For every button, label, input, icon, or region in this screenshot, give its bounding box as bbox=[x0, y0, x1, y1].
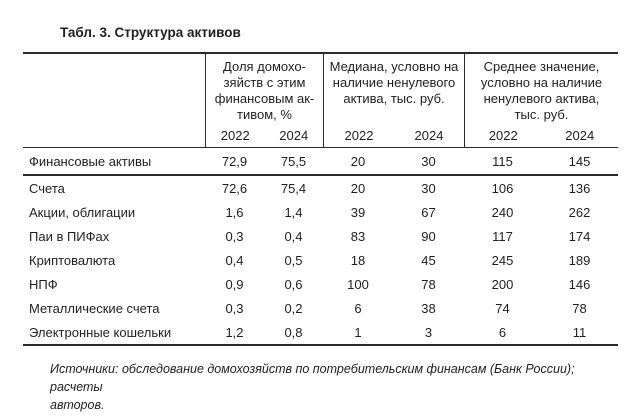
column-group-title: Доля домохо- зяйств с этим финансовым ак… bbox=[214, 59, 315, 122]
column-group-title: Среднее значение, условно на наличие нен… bbox=[480, 59, 603, 122]
cell-value: 145 bbox=[568, 153, 591, 169]
cell-value: 174 bbox=[568, 228, 591, 244]
cell-value: 0,9 bbox=[225, 276, 244, 292]
cell-value: 0,4 bbox=[225, 252, 244, 268]
table-row-stocks-bonds: Акции, облигации 1,6 1,4 39 67 240 262 bbox=[23, 200, 618, 224]
cell-value: 115 bbox=[492, 153, 513, 169]
cell-value: 75,5 bbox=[280, 153, 307, 169]
column-group-mean: Среднее значение, условно на наличие нен… bbox=[464, 54, 618, 147]
cell-value: 78 bbox=[572, 300, 587, 316]
table-row-npf: НПФ 0,9 0,6 100 78 200 146 bbox=[23, 272, 618, 296]
table-row-financial-assets: Финансовые активы 72,9 75,5 20 30 115 14… bbox=[23, 148, 618, 176]
cell-value: 6 bbox=[354, 300, 362, 316]
cell-value: 1,2 bbox=[225, 324, 244, 340]
cell-value: 30 bbox=[421, 180, 436, 196]
cell-value: 1,4 bbox=[284, 204, 303, 220]
column-group-median: Медиана, условно на наличие ненулевого а… bbox=[323, 54, 464, 147]
cell-value: 0,2 bbox=[284, 300, 303, 316]
year-subheader: 2022 2024 bbox=[465, 128, 618, 144]
cell-value: 0,6 bbox=[284, 276, 303, 292]
row-label: Паи в ПИФах bbox=[29, 228, 110, 244]
cell-value: 0,3 bbox=[225, 228, 244, 244]
table-header: Доля домохо- зяйств с этим финансовым ак… bbox=[23, 54, 618, 148]
cell-value: 117 bbox=[492, 228, 513, 244]
cell-value: 6 bbox=[498, 324, 507, 340]
cell-value: 18 bbox=[350, 252, 366, 268]
cell-value: 74 bbox=[495, 300, 510, 316]
source-note: Источники: обследование домохозяйств по … bbox=[50, 362, 575, 412]
cell-value: 3 bbox=[424, 324, 433, 340]
year-label: 2022 bbox=[488, 128, 518, 143]
cell-value: 67 bbox=[421, 204, 436, 220]
cell-value: 200 bbox=[491, 276, 514, 292]
cell-value: 90 bbox=[421, 228, 436, 244]
column-group-share: Доля домохо- зяйств с этим финансовым ак… bbox=[205, 54, 323, 147]
row-label: Акции, облигации bbox=[29, 204, 136, 220]
row-label: Металлические счета bbox=[29, 300, 160, 316]
cell-value: 0,4 bbox=[284, 228, 303, 244]
column-group-title: Медиана, условно на наличие ненулевого а… bbox=[329, 59, 459, 106]
cell-value: 189 bbox=[568, 252, 591, 268]
cell-value: 262 bbox=[568, 204, 591, 220]
cell-value: 78 bbox=[421, 276, 436, 292]
cell-value: 106 bbox=[491, 180, 514, 196]
row-label: Электронные кошельки bbox=[29, 324, 172, 340]
row-label: Счета bbox=[29, 180, 65, 196]
cell-value: 83 bbox=[350, 228, 366, 244]
row-label: Финансовые активы bbox=[29, 153, 152, 169]
year-label: 2022 bbox=[220, 128, 250, 143]
table-row-ewallets: Электронные кошельки 1,2 0,8 1 3 6 11 bbox=[23, 320, 618, 344]
table-title: Табл. 3. Структура активов bbox=[60, 25, 241, 40]
table-row-accounts: Счета 72,6 75,4 20 30 106 136 bbox=[23, 176, 618, 200]
cell-value: 1 bbox=[354, 324, 362, 340]
cell-value: 0,8 bbox=[284, 324, 303, 340]
cell-value: 146 bbox=[568, 276, 591, 292]
year-subheader: 2022 2024 bbox=[206, 128, 323, 144]
cell-value: 245 bbox=[491, 252, 514, 268]
cell-value: 1,6 bbox=[225, 204, 244, 220]
row-label: НПФ bbox=[29, 276, 58, 292]
cell-value: 240 bbox=[491, 204, 514, 220]
cell-value: 0,3 bbox=[225, 300, 244, 316]
table-row-metal-accounts: Металлические счета 0,3 0,2 6 38 74 78 bbox=[23, 296, 618, 320]
cell-value: 20 bbox=[350, 153, 366, 169]
cell-value: 45 bbox=[421, 252, 436, 268]
cell-value: 100 bbox=[347, 276, 369, 292]
cell-value: 30 bbox=[421, 153, 436, 169]
year-subheader: 2022 2024 bbox=[324, 128, 464, 144]
year-label: 2022 bbox=[344, 128, 374, 143]
cell-value: 75,4 bbox=[280, 180, 307, 196]
table-row-crypto: Криптовалюта 0,4 0,5 18 45 245 189 bbox=[23, 248, 618, 272]
year-label: 2024 bbox=[565, 128, 595, 143]
cell-value: 0,5 bbox=[284, 252, 303, 268]
cell-value: 20 bbox=[350, 180, 366, 196]
cell-value: 39 bbox=[350, 204, 366, 220]
cell-value: 38 bbox=[421, 300, 436, 316]
year-label: 2024 bbox=[414, 128, 444, 143]
year-label: 2024 bbox=[279, 128, 309, 143]
cell-value: 72,6 bbox=[221, 180, 248, 196]
cell-value: 136 bbox=[568, 180, 591, 196]
cell-value: 72,9 bbox=[221, 153, 248, 169]
row-label: Криптовалюта bbox=[29, 252, 116, 268]
table-row-mutual-funds: Паи в ПИФах 0,3 0,4 83 90 117 174 bbox=[23, 224, 618, 248]
cell-value: 11 bbox=[572, 324, 587, 340]
header-label-spacer bbox=[23, 54, 205, 147]
assets-structure-table: Доля домохо- зяйств с этим финансовым ак… bbox=[23, 52, 618, 346]
